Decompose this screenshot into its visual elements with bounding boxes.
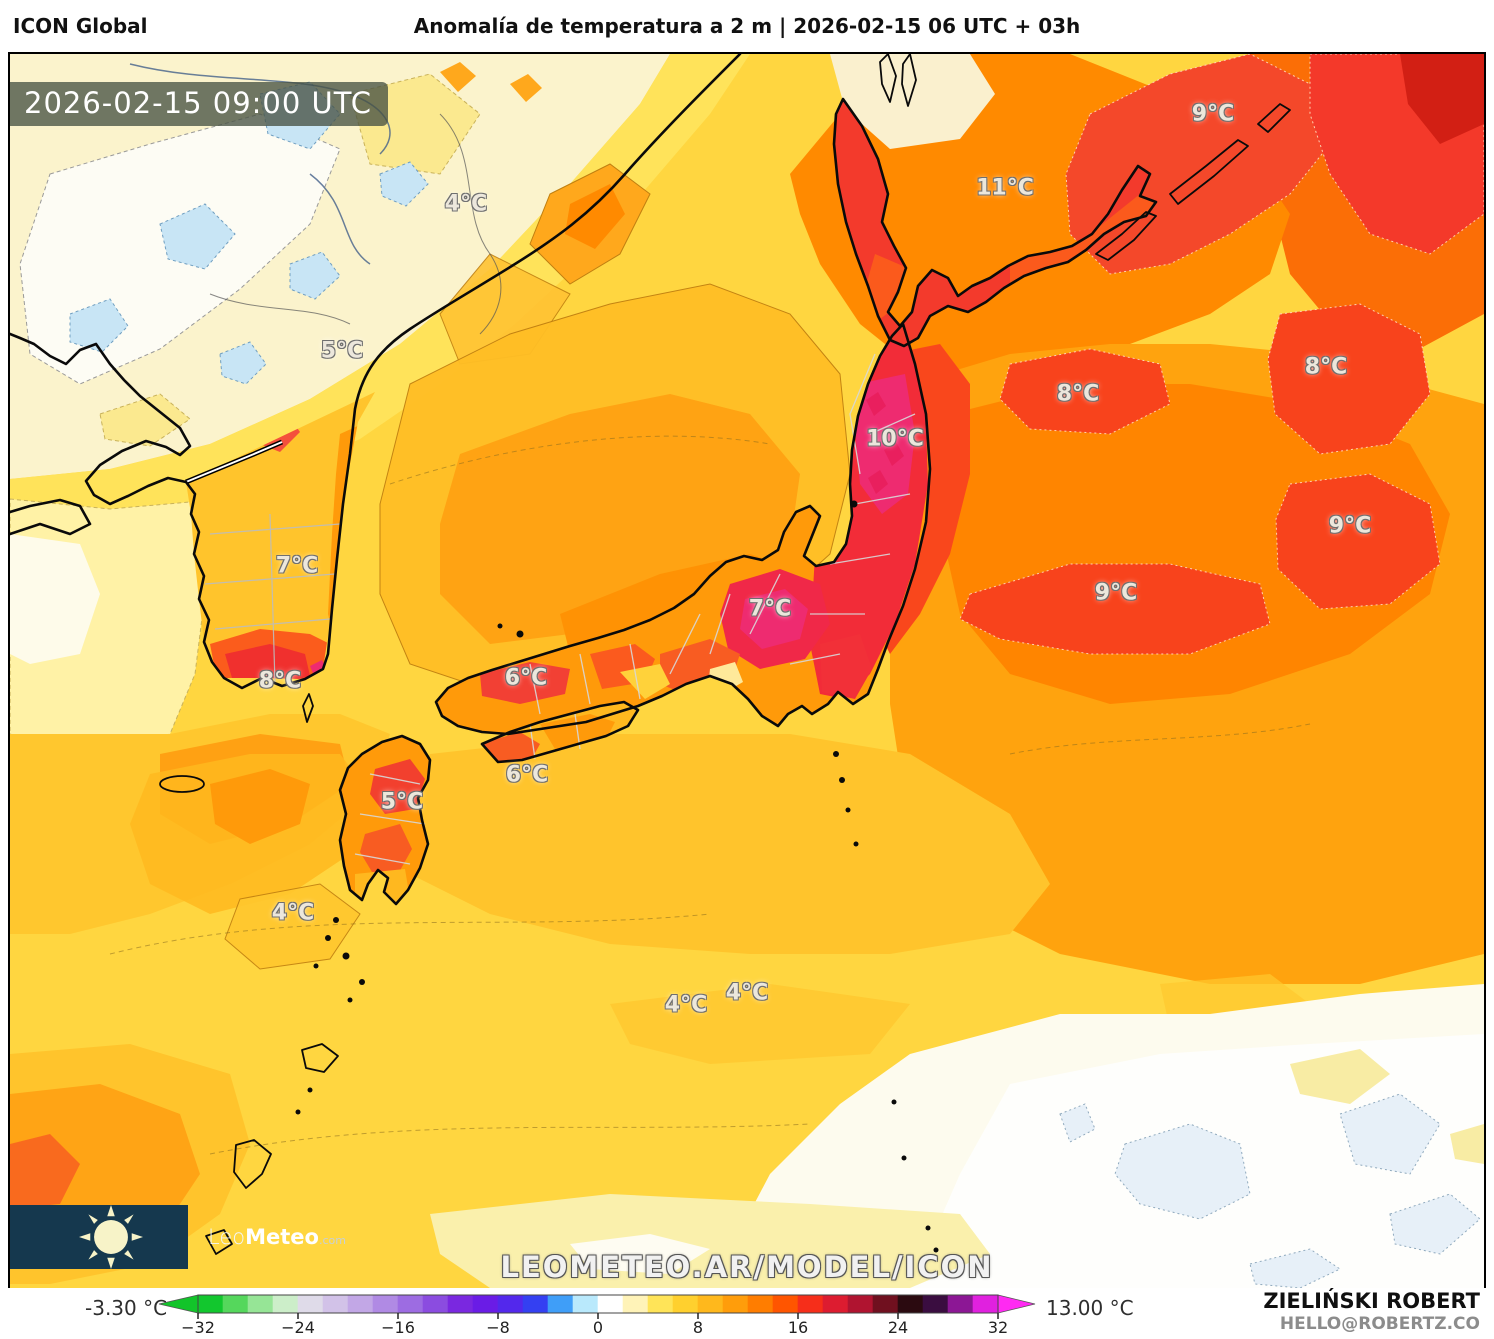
temp-label: 9°C xyxy=(1191,101,1235,127)
temp-label: 9°C xyxy=(1328,513,1372,539)
logo-text: LeoMeteo.com xyxy=(208,1225,346,1249)
temp-label: 8°C xyxy=(258,668,302,694)
temp-label: 4°C xyxy=(664,992,708,1018)
sun-icon xyxy=(79,1205,143,1269)
page-title: Anomalía de temperatura a 2 m | 2026-02-… xyxy=(413,14,1081,38)
temp-label: 7°C xyxy=(748,596,792,622)
svg-text:24: 24 xyxy=(888,1318,908,1337)
colorbar: −32 −24 −16 −8 0 8 16 24 32 xyxy=(157,1291,1037,1339)
temp-label: 5°C xyxy=(320,338,364,364)
temp-label: 4°C xyxy=(444,191,488,217)
weather-map: 2026-02-15 09:00 UTC 4°C 5°C 11°C 9°C 10°C 8°… xyxy=(8,52,1486,1290)
author-email: HELLO@ROBERTZ.CO xyxy=(1279,1314,1480,1334)
anomaly-field-chart xyxy=(10,54,1484,1288)
svg-text:16: 16 xyxy=(788,1318,808,1337)
header-bar: ICON Global Anomalía de temperatura a 2 … xyxy=(0,0,1494,52)
watermark: LEOMETEO.AR/MODEL/ICON xyxy=(500,1250,994,1284)
svg-text:−16: −16 xyxy=(381,1318,415,1337)
temp-label: 5°C xyxy=(380,789,424,815)
temp-label: 4°C xyxy=(725,980,769,1006)
svg-text:8: 8 xyxy=(693,1318,703,1337)
temp-label: 7°C xyxy=(275,553,319,579)
temp-label: 10°C xyxy=(866,426,924,452)
svg-text:32: 32 xyxy=(988,1318,1008,1337)
timestamp-chip: 2026-02-15 09:00 UTC xyxy=(10,82,389,126)
colorbar-min-label: -3.30 °C xyxy=(85,1296,168,1320)
temp-label: 6°C xyxy=(505,762,549,788)
svg-text:−32: −32 xyxy=(181,1318,215,1337)
leometeo-logo: LeoMeteo.com xyxy=(10,1205,346,1269)
temp-label: 4°C xyxy=(271,900,315,926)
temp-label: 6°C xyxy=(504,665,548,691)
footer-bar: -3.30 °C −32 −24 −16 −8 0 8 16 24 32 13.00 °C ZI… xyxy=(0,1288,1494,1339)
author-name: ZIELIŃSKI ROBERT xyxy=(1263,1289,1480,1313)
model-name: ICON Global xyxy=(13,14,148,38)
temp-label: 8°C xyxy=(1304,354,1348,380)
temp-label: 11°C xyxy=(976,175,1034,201)
svg-text:0: 0 xyxy=(593,1318,603,1337)
svg-text:−8: −8 xyxy=(486,1318,510,1337)
temp-label: 8°C xyxy=(1056,381,1100,407)
colorbar-max-label: 13.00 °C xyxy=(1046,1296,1134,1320)
svg-text:−24: −24 xyxy=(281,1318,315,1337)
temp-label: 9°C xyxy=(1094,580,1138,606)
colorbar-scale: −32 −24 −16 −8 0 8 16 24 32 xyxy=(158,1294,1036,1337)
